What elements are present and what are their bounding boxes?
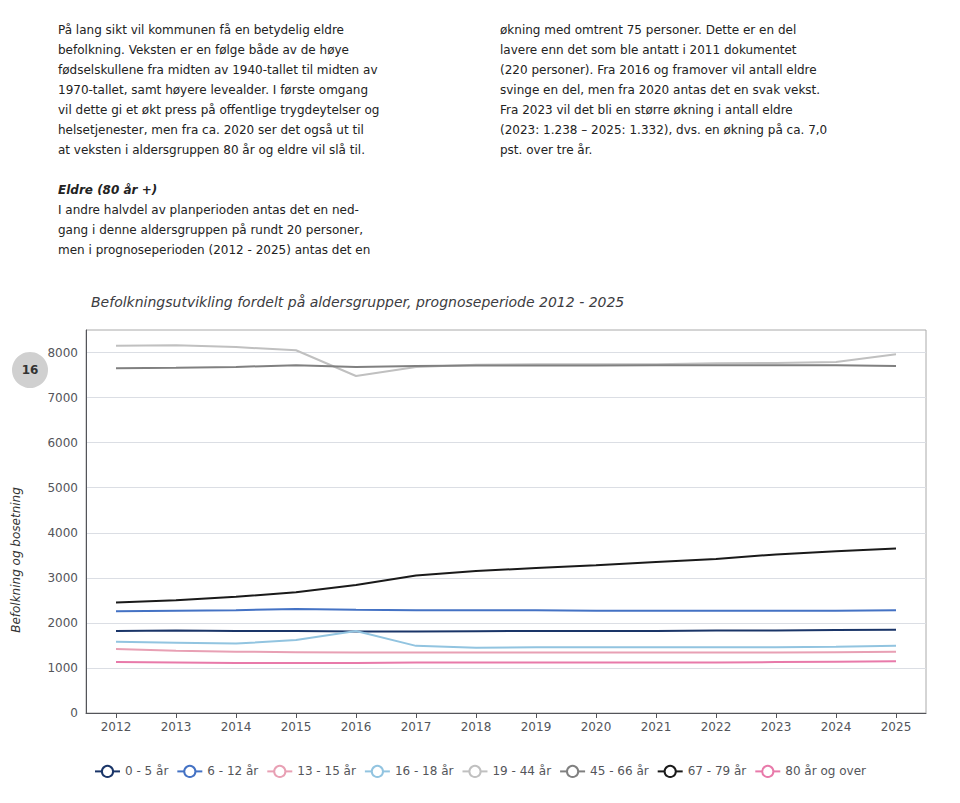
svg-text:(220 personer). Fra 2016 og fr: (220 personer). Fra 2016 og framover vil… [500, 63, 817, 77]
svg-text:6 - 12 år: 6 - 12 år [207, 764, 258, 778]
svg-text:gang i denne aldersgruppen på: gang i denne aldersgruppen på rundt 20 p… [58, 223, 363, 237]
svg-text:2023: 2023 [761, 720, 792, 734]
svg-text:Befolkning og bosetning: Befolkning og bosetning [9, 487, 23, 633]
svg-text:Fra 2023 vil det bli en større: Fra 2023 vil det bli en større økning i … [500, 103, 793, 117]
svg-text:1970-tallet, samt høyere levea: 1970-tallet, samt høyere levealder. I fø… [58, 83, 368, 97]
svg-text:80 år og over: 80 år og over [785, 764, 866, 778]
svg-text:8000: 8000 [47, 346, 78, 360]
svg-text:3000: 3000 [47, 571, 78, 585]
svg-text:7000: 7000 [47, 391, 78, 405]
svg-text:67 - 79 år: 67 - 79 år [688, 764, 747, 778]
svg-text:0: 0 [70, 706, 78, 720]
svg-text:2017: 2017 [401, 720, 432, 734]
svg-text:I andre halvdel av planperiode: I andre halvdel av planperioden antas de… [58, 203, 359, 217]
svg-text:2020: 2020 [581, 720, 612, 734]
svg-text:2012: 2012 [101, 720, 132, 734]
svg-text:13 - 15 år: 13 - 15 år [297, 764, 356, 778]
svg-text:fødselskullene fra midten av 1: fødselskullene fra midten av 1940-tallet… [58, 63, 377, 77]
svg-text:2000: 2000 [47, 616, 78, 630]
svg-text:at veksten i aldersgruppen 80: at veksten i aldersgruppen 80 år og eldr… [58, 143, 365, 157]
svg-text:Eldre (80 år +): Eldre (80 år +) [58, 183, 157, 197]
svg-text:45 - 66 år: 45 - 66 år [590, 764, 649, 778]
svg-text:helsetjenester, men fra ca. 20: helsetjenester, men fra ca. 2020 ser det… [58, 123, 364, 137]
svg-text:19 - 44 år: 19 - 44 år [492, 764, 551, 778]
svg-text:På lang sikt vil kommunen få e: På lang sikt vil kommunen få en betydeli… [58, 23, 344, 37]
svg-text:svinge en del, men fra 2020 an: svinge en del, men fra 2020 antas det en… [500, 83, 820, 97]
svg-text:16 - 18 år: 16 - 18 år [395, 764, 454, 778]
svg-text:vil dette gi et økt press på o: vil dette gi et økt press på offentlige … [58, 103, 379, 117]
svg-text:5000: 5000 [47, 481, 78, 495]
svg-text:(2023: 1.238 – 2025: 1.332), d: (2023: 1.238 – 2025: 1.332), dvs. en økn… [500, 123, 827, 137]
svg-text:men i prognoseperioden (2012 -: men i prognoseperioden (2012 - 2025) ant… [58, 243, 370, 257]
svg-text:1000: 1000 [47, 661, 78, 675]
svg-text:økning med omtrent 75 personer: økning med omtrent 75 personer. Dette er… [500, 23, 796, 37]
svg-text:2018: 2018 [461, 720, 492, 734]
svg-text:lavere enn det som ble antatt: lavere enn det som ble antatt i 2011 dok… [500, 43, 797, 57]
svg-text:6000: 6000 [47, 436, 78, 450]
svg-text:befolkning. Veksten er en følg: befolkning. Veksten er en følge både av … [58, 43, 349, 57]
svg-text:2022: 2022 [701, 720, 732, 734]
svg-text:2016: 2016 [341, 720, 372, 734]
svg-text:2024: 2024 [821, 720, 852, 734]
svg-text:2025: 2025 [881, 720, 912, 734]
svg-text:Befolkningsutvikling fordelt p: Befolkningsutvikling fordelt på aldersgr… [91, 294, 624, 310]
svg-text:0 - 5 år: 0 - 5 år [125, 764, 168, 778]
svg-text:2019: 2019 [521, 720, 552, 734]
svg-text:2015: 2015 [281, 720, 312, 734]
svg-text:4000: 4000 [47, 526, 78, 540]
svg-text:16: 16 [22, 363, 39, 377]
svg-text:2013: 2013 [161, 720, 192, 734]
svg-text:2014: 2014 [221, 720, 252, 734]
svg-text:2021: 2021 [641, 720, 672, 734]
svg-text:pst. over tre år.: pst. over tre år. [500, 143, 592, 157]
